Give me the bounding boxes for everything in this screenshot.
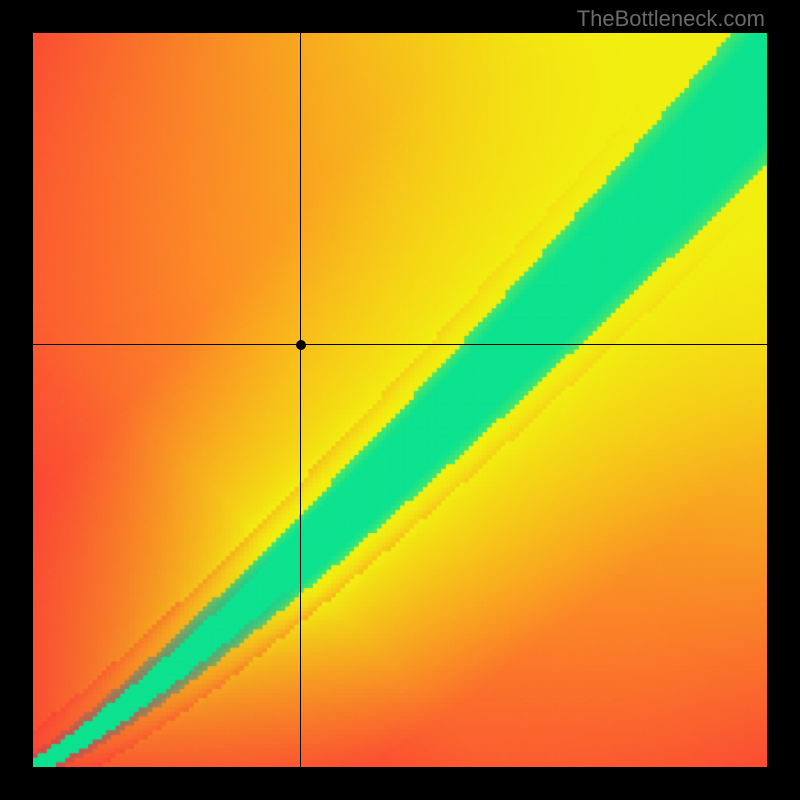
crosshair-vertical: [300, 33, 301, 767]
selected-point: [296, 340, 306, 350]
chart-container: TheBottleneck.com: [0, 0, 800, 800]
crosshair-horizontal: [33, 344, 767, 345]
watermark-text: TheBottleneck.com: [577, 6, 765, 32]
bottleneck-heatmap: [33, 33, 767, 767]
